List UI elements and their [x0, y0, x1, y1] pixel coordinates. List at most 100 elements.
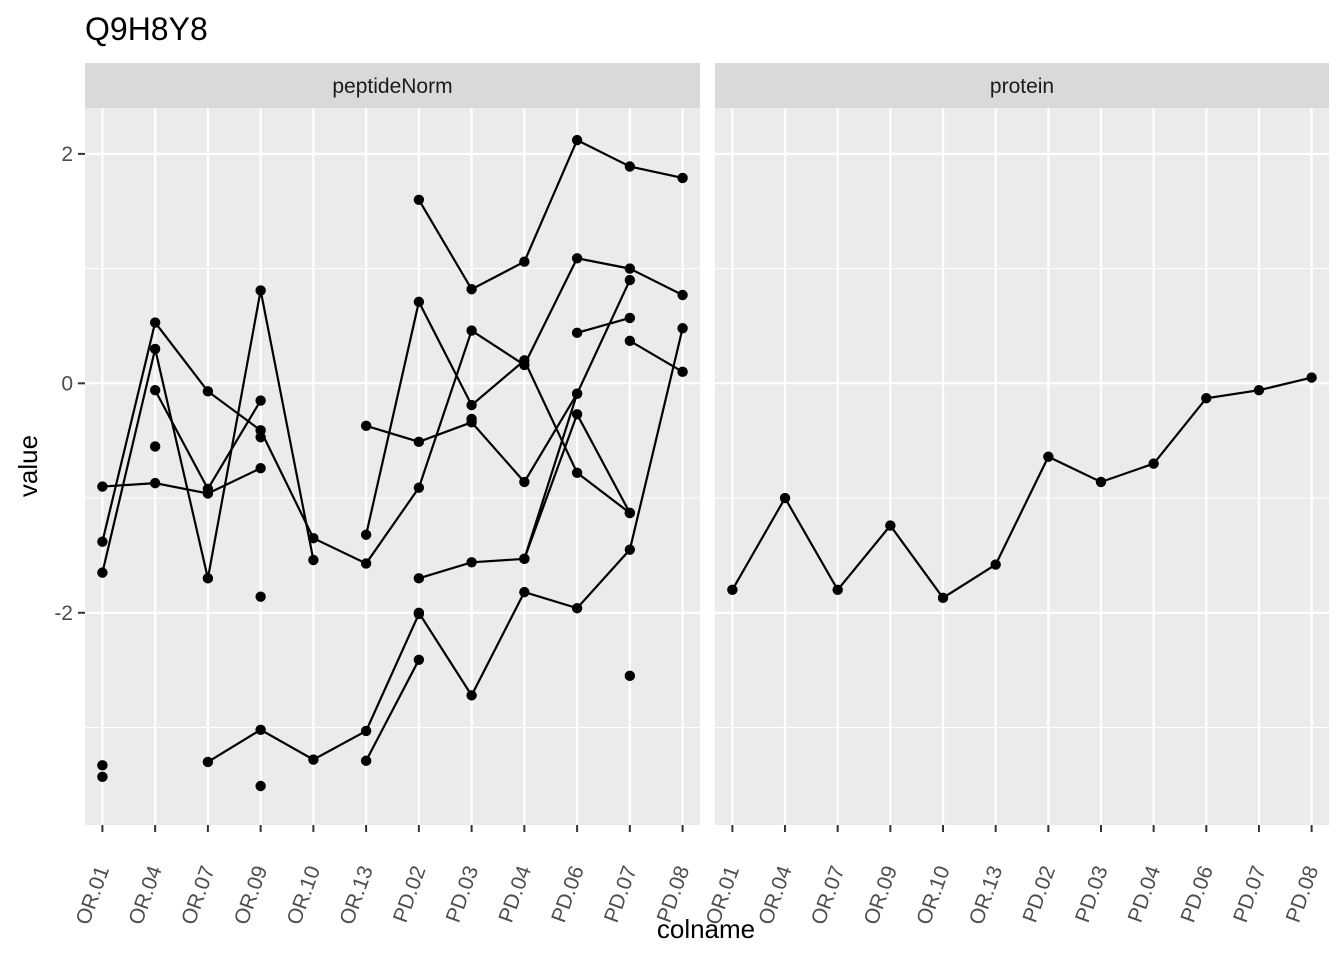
series-line-group [727, 372, 1317, 604]
data-point [149, 317, 161, 328]
data-point [202, 483, 214, 495]
series-line [417, 328, 684, 698]
data-point [413, 296, 425, 308]
series-line-group [466, 413, 477, 425]
data-point [360, 420, 372, 431]
data-point [779, 492, 791, 504]
strip-label-peptideNorm: peptideNorm [332, 75, 452, 98]
x-tick-label: PD.03 [442, 863, 484, 926]
data-point [255, 285, 266, 296]
chart-title: Q9H8Y8 [85, 11, 208, 47]
data-point [571, 409, 583, 420]
data-point [727, 584, 738, 596]
x-tick-label: OR.10 [283, 863, 325, 928]
series-line-group [360, 654, 425, 766]
data-point [308, 754, 319, 765]
series-line-group [413, 134, 688, 295]
x-tick-label: PD.07 [1229, 863, 1271, 926]
data-point [360, 725, 372, 737]
gridlines-protein [715, 108, 1329, 825]
data-point [466, 690, 477, 701]
data-point-isolated [255, 432, 266, 443]
series-peptideNorm [97, 134, 688, 792]
data-point [413, 436, 425, 448]
series-protein [727, 372, 1317, 604]
series-line [101, 257, 684, 565]
data-point [413, 573, 425, 584]
data-point [519, 476, 530, 488]
data-point [466, 413, 477, 425]
data-point [990, 559, 1001, 570]
data-point [571, 253, 583, 264]
data-point [149, 385, 161, 396]
series-line-group [202, 608, 425, 768]
series-line [365, 298, 631, 536]
x-tick-label: PD.08 [1282, 863, 1324, 926]
data-point [360, 755, 372, 766]
data-point [1043, 451, 1054, 462]
x-tick-label: PD.04 [1124, 863, 1166, 926]
data-point [97, 481, 108, 492]
data-point [1201, 393, 1212, 404]
data-point [571, 467, 583, 479]
data-point [413, 608, 425, 620]
series-line [576, 316, 631, 334]
series-line-group [149, 385, 266, 495]
strip-label-protein: protein [990, 75, 1054, 98]
data-point-isolated [97, 760, 108, 771]
x-tick-label: PD.03 [1071, 863, 1113, 926]
data-point [413, 654, 425, 666]
y-axis-title: value [13, 435, 43, 497]
y-tick-label: 2 [61, 143, 73, 166]
data-point [255, 395, 266, 406]
panel-background-protein [715, 108, 1329, 825]
data-point [832, 584, 843, 596]
data-point [149, 477, 161, 489]
series-line [365, 279, 631, 484]
x-tick-label: PD.07 [600, 863, 642, 926]
x-axis-title: colname [657, 914, 755, 944]
series-line-group [519, 388, 583, 565]
x-tick-label: OR.13 [965, 863, 1007, 928]
series-line [417, 138, 683, 291]
series-line-group [97, 285, 319, 584]
data-point [202, 386, 214, 397]
data-point [413, 194, 425, 205]
data-point [360, 529, 372, 540]
x-tick-label: OR.01 [72, 863, 114, 928]
data-point [308, 554, 319, 566]
data-point [624, 263, 636, 274]
data-point [571, 388, 583, 399]
panel-protein: protein [715, 63, 1329, 825]
panel-background-peptideNorm [85, 108, 700, 825]
data-point [1306, 372, 1317, 383]
strip-protein [715, 63, 1329, 108]
data-point [466, 284, 477, 295]
data-point [466, 557, 477, 568]
x-tick-label: OR.10 [912, 863, 954, 928]
data-point [466, 399, 477, 411]
x-tick-label: PD.06 [1176, 863, 1218, 926]
data-point [149, 343, 161, 355]
data-point [519, 256, 530, 267]
data-point-isolated [97, 771, 108, 783]
x-tick-label: PD.02 [389, 863, 431, 926]
x-tick-label: PD.04 [494, 863, 536, 926]
x-tick-label: OR.04 [124, 863, 166, 928]
x-tick-label: PD.06 [547, 863, 589, 926]
strip-peptideNorm [85, 63, 700, 108]
data-point-isolated [255, 780, 266, 792]
panel-peptideNorm: peptideNorm [85, 63, 700, 825]
y-tick-label: 0 [61, 372, 73, 395]
data-point [624, 544, 636, 555]
data-point [308, 533, 319, 544]
data-point [466, 325, 477, 336]
series-line-group [360, 296, 636, 540]
data-point [624, 312, 636, 324]
data-point [885, 520, 896, 531]
data-point [571, 602, 583, 614]
data-point-isolated [149, 441, 161, 452]
series-line [102, 467, 262, 495]
series-line [365, 659, 420, 762]
